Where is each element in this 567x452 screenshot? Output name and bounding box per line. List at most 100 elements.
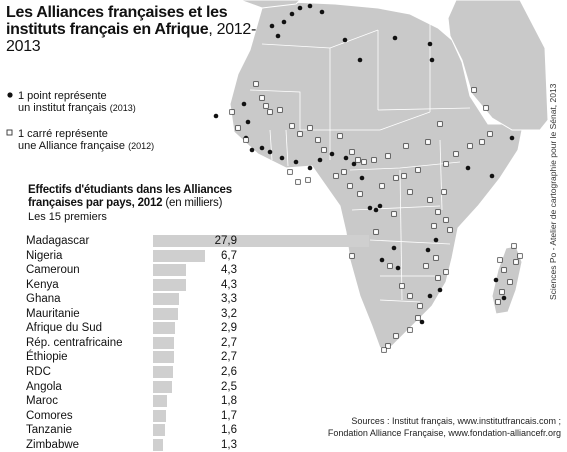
bar-row: Comores 1,7 <box>26 409 346 423</box>
institut-dot <box>427 41 433 47</box>
bar-row: Cameroun 4,3 <box>26 263 346 277</box>
alliance-square <box>243 137 249 143</box>
institut-dot <box>501 295 507 301</box>
alliance-square <box>443 161 449 167</box>
bar-value-label: 3,3 <box>221 293 237 306</box>
alliance-square <box>487 131 493 137</box>
institut-dot <box>245 119 251 125</box>
alliance-square <box>253 81 259 87</box>
institut-dot <box>377 203 383 209</box>
sources-line2: Fondation Alliance Française, www.fondat… <box>327 428 561 438</box>
bar-label: Éthiopie <box>26 351 68 364</box>
alliance-square <box>453 151 459 157</box>
chart-title: Effectifs d'étudiants dans les Alliances… <box>28 184 258 210</box>
alliance-square <box>229 109 235 115</box>
alliance-square <box>337 133 343 139</box>
institut-dot <box>509 135 515 141</box>
alliance-square <box>427 197 433 203</box>
legend-institut-line1: 1 point représente <box>18 90 107 102</box>
institut-dot <box>307 165 313 171</box>
alliance-square <box>321 147 327 153</box>
land-masses <box>229 0 549 349</box>
bar <box>153 365 174 378</box>
alliance-square <box>393 333 399 339</box>
bar <box>153 264 187 277</box>
alliance-square <box>495 299 501 305</box>
credit-text: Sciences Po - Atelier de cartographie po… <box>548 83 558 300</box>
bar-value-label: 4,3 <box>221 264 237 277</box>
bar-label: Kenya <box>26 278 59 291</box>
bar-value-label: 1,8 <box>221 395 237 408</box>
alliance-square <box>307 125 313 131</box>
bar-row: Mauritanie 3,2 <box>26 307 346 321</box>
institut-dot <box>357 57 363 63</box>
institut-dot <box>391 245 397 251</box>
bar-label: Maroc <box>26 395 58 408</box>
map-title-main: Les Alliances françaises et les institut… <box>6 4 228 38</box>
map-title: Les Alliances françaises et les institut… <box>6 4 266 55</box>
alliance-square <box>385 343 391 349</box>
alliance-square <box>401 173 407 179</box>
institut-dot <box>427 293 433 299</box>
bar-value-label: 6,7 <box>221 249 237 262</box>
institut-dot <box>359 175 365 181</box>
bar <box>153 395 167 408</box>
bar-label: RDC <box>26 365 51 378</box>
legend-institut-line2: un institut français <box>18 102 107 114</box>
alliance-square <box>373 229 379 235</box>
alliance-square-icon <box>6 129 13 136</box>
institut-dot <box>307 3 313 9</box>
institut-dot <box>267 149 273 155</box>
institut-dot <box>317 157 323 163</box>
alliance-square <box>349 253 355 259</box>
institut-dot <box>329 151 335 157</box>
alliance-square <box>471 87 477 93</box>
bar-label: Angola <box>26 380 62 393</box>
alliance-square <box>399 283 405 289</box>
bar-row: Afrique du Sud 2,9 <box>26 321 346 335</box>
bar-label: Afrique du Sud <box>26 322 103 335</box>
alliance-squares <box>229 81 523 353</box>
alliance-square <box>263 103 269 109</box>
institut-dot <box>275 33 281 39</box>
bar-row: Angola 2,5 <box>26 380 346 394</box>
sources-line1: Sources : Institut français, www.institu… <box>351 416 561 426</box>
alliance-square <box>511 243 517 249</box>
institut-dot <box>342 37 348 43</box>
alliance-square <box>447 227 453 233</box>
bar <box>153 293 179 306</box>
bar-value-label: 2,6 <box>221 365 237 378</box>
bar-value-label: 1,7 <box>221 409 237 422</box>
bar-row: Madagascar 27,9 <box>26 234 369 248</box>
alliance-square <box>295 179 301 185</box>
alliance-square <box>501 267 507 273</box>
alliance-square <box>423 263 429 269</box>
map-title-years: , 2012-2013 <box>6 21 257 55</box>
alliance-square <box>403 143 409 149</box>
institut-dot <box>281 19 287 25</box>
alliance-square <box>467 143 473 149</box>
alliance-square <box>517 253 523 259</box>
institut-dot <box>343 155 349 161</box>
bar <box>153 409 167 422</box>
alliance-square <box>287 169 293 175</box>
bar-row: RDC 2,6 <box>26 365 346 379</box>
alliance-square <box>443 217 449 223</box>
legend-alliance-year: (2012) <box>128 141 155 151</box>
alliance-square <box>371 157 377 163</box>
bar-row: Maroc 1,8 <box>26 394 346 408</box>
alliance-square <box>347 183 353 189</box>
institut-dot <box>297 5 303 11</box>
bar-value-label: 4,3 <box>221 278 237 291</box>
country-borders <box>249 20 471 303</box>
institut-dot <box>373 207 379 213</box>
institut-dot <box>465 165 471 171</box>
legend-alliance-line1: 1 carré représente <box>18 128 108 140</box>
institut-dot <box>425 247 431 253</box>
alliance-square <box>407 293 413 299</box>
europe-landmass <box>239 0 301 9</box>
bar <box>153 249 205 262</box>
bar-value-label: 2,7 <box>221 336 237 349</box>
arabia-landmass <box>447 0 549 131</box>
